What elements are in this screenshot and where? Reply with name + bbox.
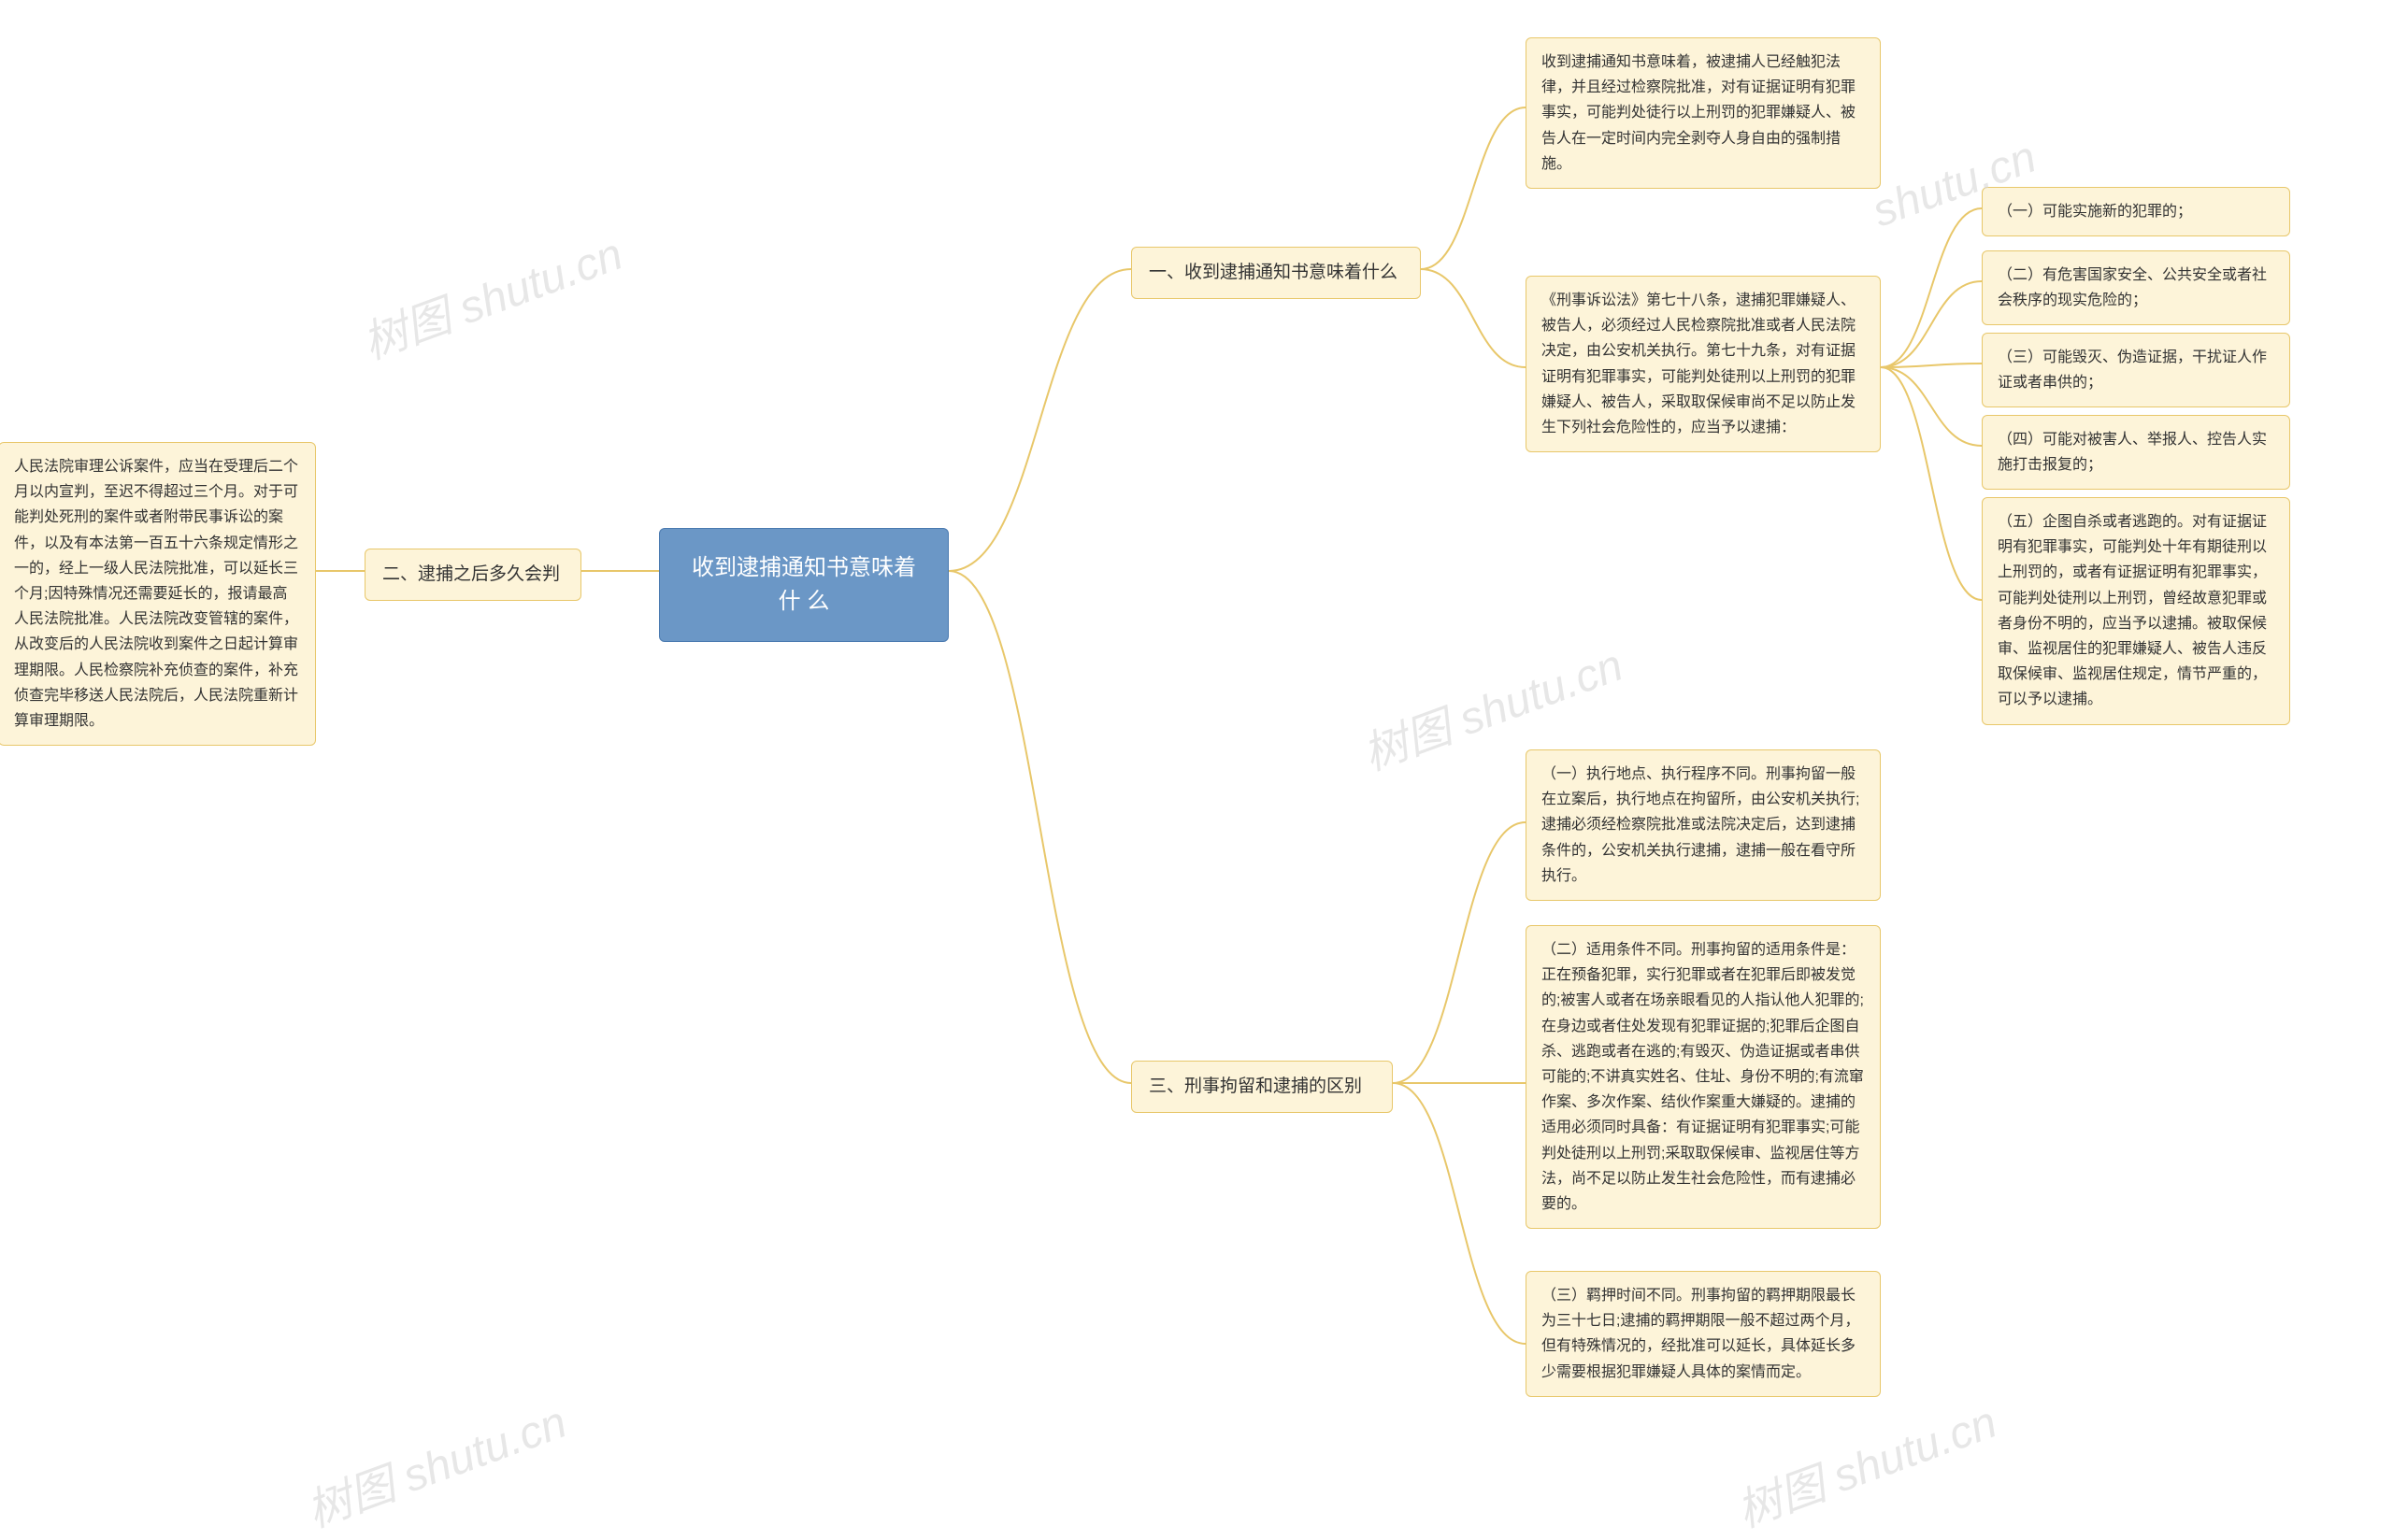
branch-section-1[interactable]: 一、收到逮捕通知书意味着什么 (1131, 247, 1421, 299)
branch-section-2[interactable]: 二、逮捕之后多久会判 (365, 549, 581, 601)
leaf-b1-law-item3[interactable]: （三）可能毁灭、伪造证据，干扰证人作证或者串供的； (1982, 333, 2290, 407)
leaf-b3-diff1[interactable]: （一）执行地点、执行程序不同。刑事拘留一般在立案后，执行地点在拘留所，由公安机关… (1526, 749, 1881, 901)
leaf-b1-law-item2[interactable]: （二）有危害国家安全、公共安全或者社会秩序的现实危险的； (1982, 250, 2290, 325)
leaf-b1-law[interactable]: 《刑事诉讼法》第七十八条，逮捕犯罪嫌疑人、被告人，必须经过人民检察院批准或者人民… (1526, 276, 1881, 452)
leaf-b3-diff2[interactable]: （二）适用条件不同。刑事拘留的适用条件是：正在预备犯罪，实行犯罪或者在犯罪后即被… (1526, 925, 1881, 1229)
branch-section-3[interactable]: 三、刑事拘留和逮捕的区别 (1131, 1061, 1393, 1113)
leaf-b2-duration[interactable]: 人民法院审理公诉案件，应当在受理后二个月以内宣判，至迟不得超过三个月。对于可能判… (0, 442, 316, 746)
root-node[interactable]: 收到逮捕通知书意味着什 么 (659, 528, 949, 642)
leaf-b1-law-item4[interactable]: （四）可能对被害人、举报人、控告人实施打击报复的； (1982, 415, 2290, 490)
leaf-b1-law-item1[interactable]: （一）可能实施新的犯罪的； (1982, 187, 2290, 236)
watermark: 树图 shutu.cn (352, 217, 630, 371)
leaf-b1-law-item5[interactable]: （五）企图自杀或者逃跑的。对有证据证明有犯罪事实，可能判处十年有期徒刑以上刑罚的… (1982, 497, 2290, 725)
mindmap-canvas: 收到逮捕通知书意味着什 么 一、收到逮捕通知书意味着什么 收到逮捕通知书意味着，… (0, 0, 2393, 1515)
leaf-b3-diff3[interactable]: （三）羁押时间不同。刑事拘留的羁押期限最长为三十七日;逮捕的羁押期限一般不超过两… (1526, 1271, 1881, 1397)
watermark: 树图 shutu.cn (1727, 1385, 2004, 1539)
leaf-b1-meaning[interactable]: 收到逮捕通知书意味着，被逮捕人已经触犯法律，并且经过检察院批准，对有证据证明有犯… (1526, 37, 1881, 189)
watermark: 树图 shutu.cn (296, 1385, 574, 1539)
